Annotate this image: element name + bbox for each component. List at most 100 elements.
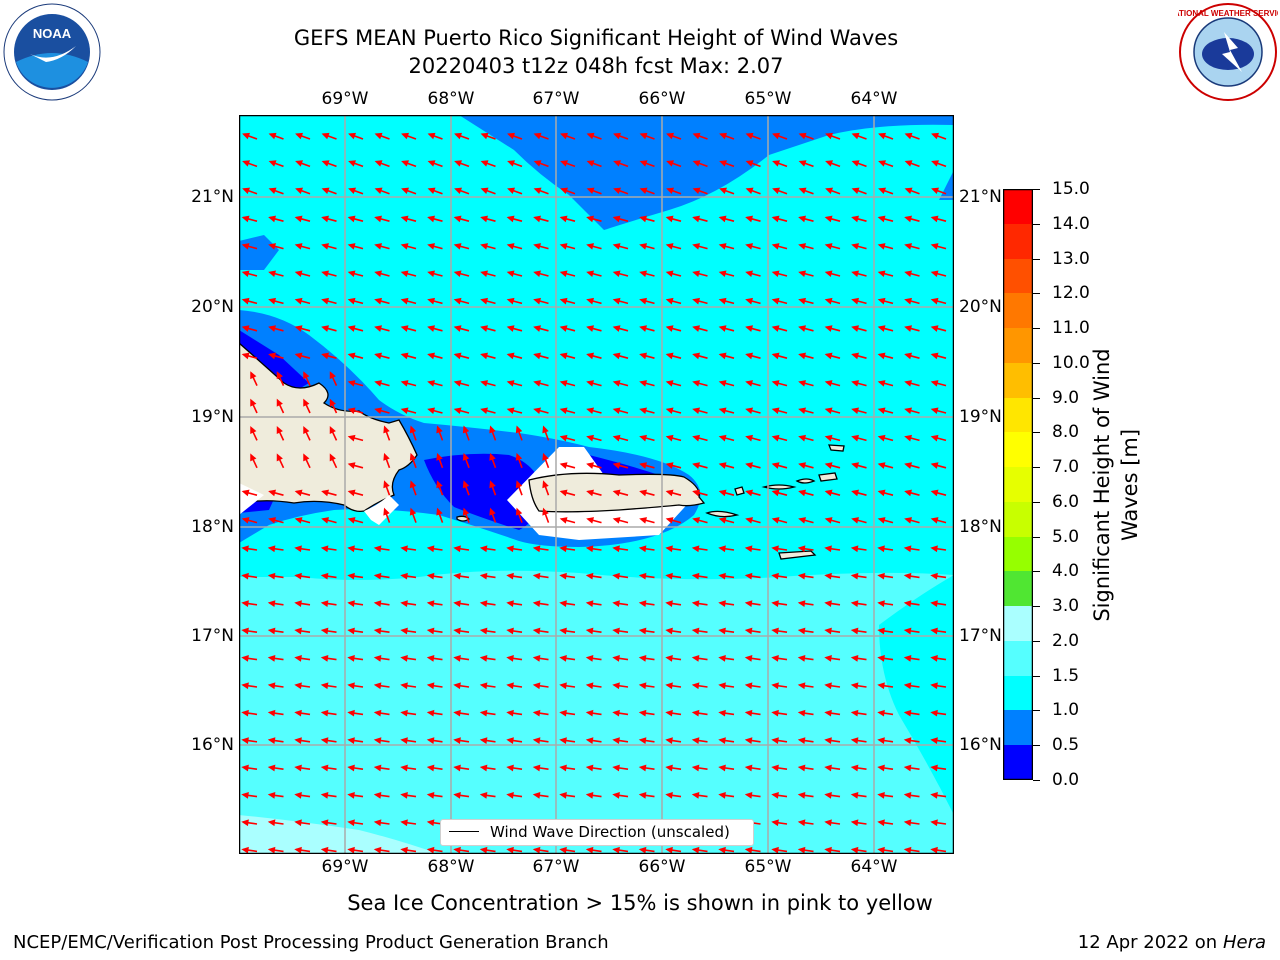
wave-arrow-head: [691, 572, 700, 580]
wave-arrow-head: [426, 819, 435, 827]
wave-arrow-head: [294, 352, 303, 360]
wave-arrow-head: [506, 380, 515, 387]
wave-arrow-head: [347, 655, 355, 662]
wave-arrow-head: [718, 407, 727, 415]
band-1-1_5-se: [879, 575, 954, 815]
colorbar-segment: [1003, 398, 1033, 433]
wave-arrow-head: [507, 132, 516, 140]
wave-arrow-head: [479, 682, 488, 690]
wave-arrow-head: [612, 764, 620, 772]
wave-arrow-head: [612, 270, 621, 278]
wave-arrow-head: [665, 325, 674, 332]
wave-arrow-head: [480, 132, 489, 140]
wave-arrow-head: [479, 846, 488, 854]
colorbar-tick-mark: [1033, 675, 1040, 677]
wave-arrow-head: [824, 572, 832, 580]
wave-arrow-head: [241, 682, 249, 690]
wave-arrow-head: [294, 655, 302, 662]
wave-arrow-head: [612, 545, 620, 553]
wave-arrow-head: [771, 380, 780, 387]
wave-arrow-head: [904, 517, 912, 524]
wave-arrow-head: [771, 325, 780, 332]
wave-arrow-head: [691, 627, 700, 635]
wave-arrow-head: [453, 407, 462, 415]
wave-arrow-head: [613, 132, 622, 140]
wave-arrow-head: [559, 517, 568, 524]
wave-arrow-head: [533, 243, 541, 250]
wave-arrow-head: [903, 655, 912, 662]
wave-arrow-head: [878, 160, 887, 167]
wave-arrow-head: [303, 426, 310, 434]
wave-arrow-head: [824, 380, 833, 387]
wave-arrow-head: [903, 709, 912, 717]
wave-arrow-head: [347, 846, 355, 854]
wave-arrow-head: [692, 215, 700, 223]
colorbar-tick-mark: [1033, 258, 1040, 260]
wave-arrow-head: [303, 453, 310, 462]
wave-arrow-head: [427, 270, 435, 278]
wave-arrow-head: [797, 764, 806, 772]
wave-arrow-head: [400, 792, 408, 799]
wave-arrow-head: [851, 160, 860, 167]
wave-arrow-head: [718, 462, 727, 469]
colorbar-tick-label: 10.0: [1052, 352, 1090, 373]
wave-arrow-head: [878, 132, 887, 140]
wave-arrow-head: [268, 297, 276, 305]
wave-arrow-head: [745, 462, 753, 469]
wave-arrow-head: [585, 655, 594, 662]
wave-arrow-head: [718, 270, 727, 278]
wave-arrow-head: [409, 507, 417, 516]
wave-arrow-head: [479, 764, 488, 772]
wave-arrow-head: [241, 517, 250, 524]
wave-arrow-head: [506, 545, 514, 553]
wave-arrow-head: [798, 434, 806, 442]
wave-arrow-head: [798, 407, 806, 415]
colorbar-tick-label: 2.0: [1052, 630, 1080, 651]
colorbar-tick-label: 5.0: [1052, 526, 1080, 547]
colorbar-tick-label: 0.5: [1052, 735, 1080, 756]
nws-logo: NATIONAL WEATHER SERVICE: [1178, 3, 1278, 101]
land-anegada: [828, 444, 845, 452]
colorbar-tick-mark: [1033, 640, 1040, 642]
wave-arrow-head: [612, 709, 620, 717]
wave-arrow-head: [691, 600, 700, 607]
wave-arrow-head: [691, 764, 700, 772]
colorbar-tick-mark: [1033, 293, 1040, 295]
wave-arrow-head: [559, 682, 567, 690]
colorbar-tick-mark: [1033, 432, 1040, 434]
wave-arrow-head: [559, 270, 568, 278]
wave-arrow-head: [904, 489, 912, 497]
wave-arrow-head: [426, 846, 435, 854]
wave-arrow-head: [824, 462, 833, 469]
colorbar-tick-mark: [1033, 189, 1040, 190]
wave-arrow-head: [903, 819, 912, 827]
wave-arrow-head: [268, 270, 276, 278]
wave-arrow-head: [506, 764, 514, 772]
wave-arrow-head: [532, 709, 541, 717]
wave-arrow-head: [771, 517, 780, 524]
wave-arrow-head: [612, 462, 621, 469]
wave-arrow-head: [797, 737, 806, 744]
wave-arrow-head: [241, 655, 249, 662]
wave-arrow-head: [321, 517, 329, 524]
wave-arrow-head: [639, 187, 648, 195]
wave-arrow-head: [559, 352, 568, 360]
colorbar-tick-mark: [1033, 606, 1040, 608]
band-0_5-1-north: [459, 115, 954, 230]
wave-arrow-head: [931, 132, 940, 140]
wave-arrow-head: [294, 819, 302, 827]
wave-arrow-head: [506, 600, 514, 607]
wave-arrow-head: [321, 187, 330, 195]
lon-label-bottom: 69°W: [321, 857, 369, 877]
wave-arrow-head: [666, 187, 675, 195]
wave-arrow-head: [771, 737, 779, 744]
wave-arrow-head: [320, 572, 329, 580]
wave-arrow-head: [241, 737, 249, 744]
wave-arrow-head: [612, 846, 620, 854]
wave-arrow-head: [719, 132, 728, 140]
wave-arrow-head: [267, 682, 276, 690]
wave-arrow-head: [612, 792, 620, 799]
wave-arrow-head: [903, 682, 912, 690]
wave-arrow-head: [559, 407, 568, 415]
wave-arrow-head: [321, 160, 330, 167]
